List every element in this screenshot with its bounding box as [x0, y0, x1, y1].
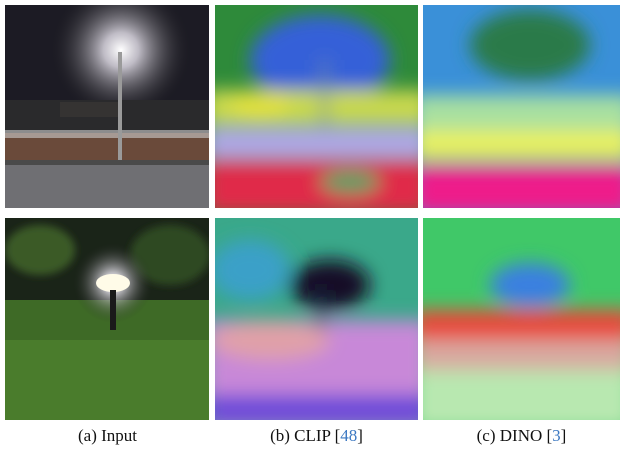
input-image-2 — [5, 218, 210, 420]
dino-feature-2 — [413, 218, 623, 425]
caption: (c) DINO [3] — [419, 426, 623, 446]
clip-feature-2 — [205, 218, 430, 425]
input-image-1 — [5, 0, 209, 208]
citation[interactable]: 3 — [552, 426, 561, 445]
dino-feature-1 — [413, 5, 623, 215]
caption-text: (c) DINO [ — [477, 426, 553, 445]
caption-text: ] — [357, 426, 363, 445]
caption-text: (b) CLIP [ — [270, 426, 340, 445]
clip-feature-1 — [205, 5, 430, 215]
figure: (a) Input (b) CLIP [48] (c) DINO [3] — [0, 0, 623, 451]
caption: (a) Input — [5, 426, 210, 446]
image-grid — [0, 0, 623, 425]
caption-text: (a) Input — [78, 426, 137, 445]
caption: (b) CLIP [48] — [214, 426, 419, 446]
citation[interactable]: 48 — [340, 426, 357, 445]
caption-text: ] — [561, 426, 567, 445]
